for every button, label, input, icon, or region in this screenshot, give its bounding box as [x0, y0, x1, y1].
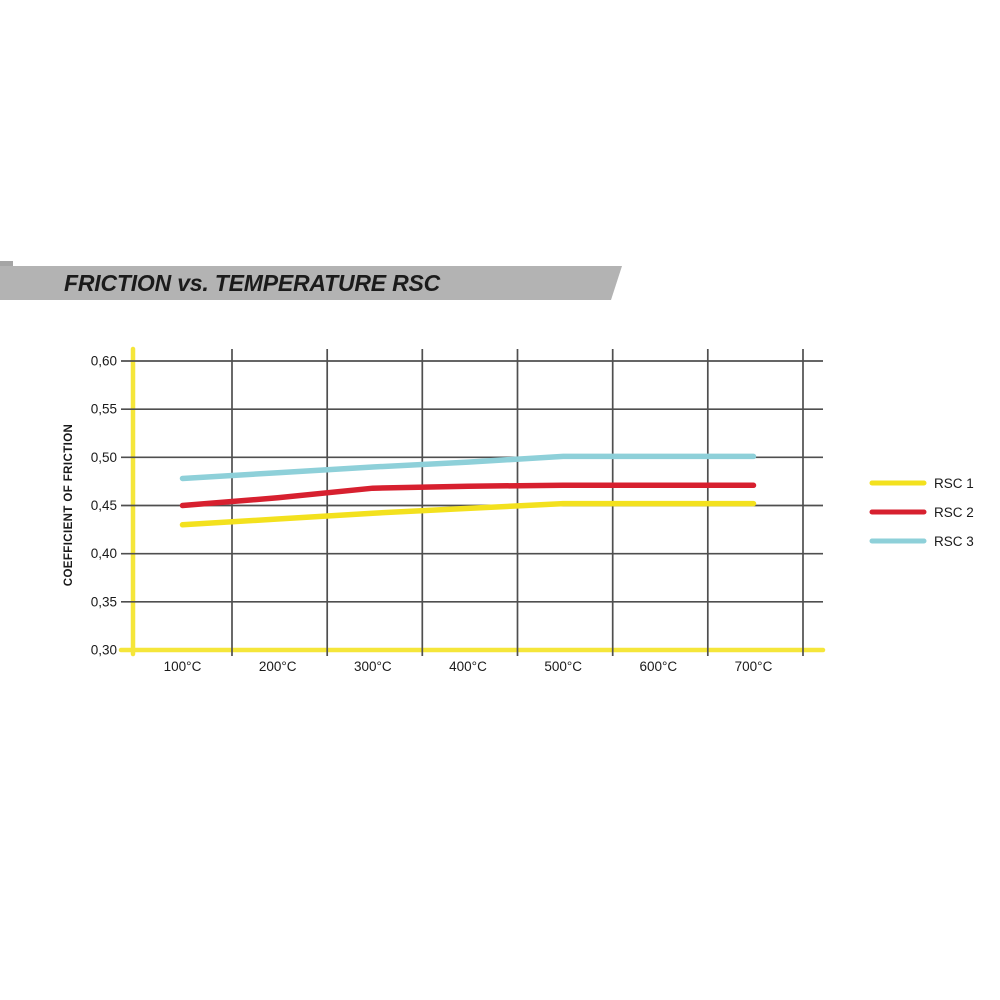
y-tick-label: 0,40: [91, 546, 117, 561]
series-line-rsc-2: [179, 482, 757, 509]
x-tick-label: 500°C: [544, 659, 582, 674]
y-tick-label: 0,35: [91, 594, 117, 609]
legend-label-rsc-3: RSC 3: [934, 534, 974, 549]
title-banner: [0, 266, 622, 300]
series-line-rsc-3: [179, 453, 757, 482]
y-tick-label: 0,50: [91, 450, 117, 465]
x-tick-label: 100°C: [164, 659, 202, 674]
y-tick-label: 0,55: [91, 402, 117, 417]
series-line-rsc-1: [179, 500, 757, 528]
legend-label-rsc-2: RSC 2: [934, 505, 974, 520]
x-tick-label: 400°C: [449, 659, 487, 674]
y-axis-title: COEFFICIENT OF FRICTION: [63, 424, 75, 587]
y-tick-label: 0,30: [91, 643, 117, 658]
y-tick-label: 0,60: [91, 354, 117, 369]
legend-label-rsc-1: RSC 1: [934, 476, 974, 491]
x-tick-label: 300°C: [354, 659, 392, 674]
x-tick-label: 200°C: [259, 659, 297, 674]
chart-title: FRICTION vs. TEMPERATURE RSC: [64, 270, 441, 296]
x-tick-label: 700°C: [735, 659, 773, 674]
y-tick-label: 0,45: [91, 498, 117, 513]
x-tick-label: 600°C: [639, 659, 677, 674]
